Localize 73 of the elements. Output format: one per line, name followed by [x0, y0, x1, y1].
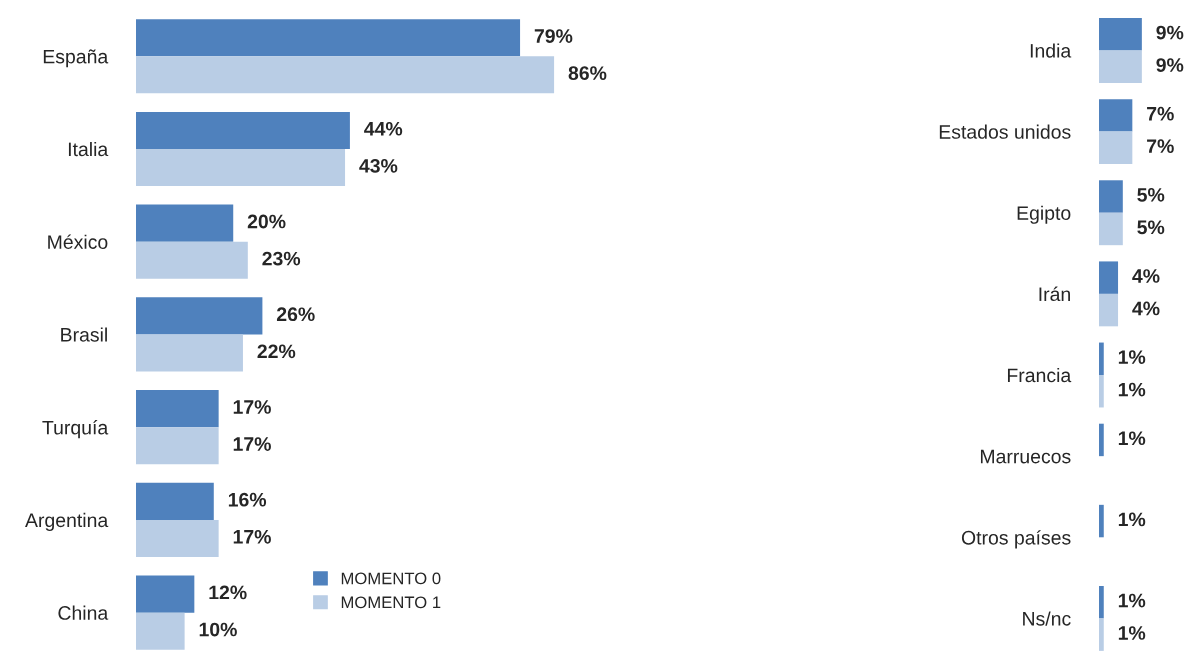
bar: [136, 19, 521, 57]
data-label: 7%: [1147, 139, 1174, 153]
y-tick-label: México: [48, 234, 108, 249]
bar: [1099, 261, 1119, 294]
legend-label: MOMENTO 1: [341, 596, 441, 609]
data-label: 1%: [1118, 626, 1146, 640]
data-label: 17%: [233, 437, 271, 451]
bar: [1099, 18, 1142, 51]
y-tick-label: Brasil: [61, 327, 107, 342]
bar: [1099, 585, 1104, 619]
y-tick-label: China: [58, 605, 109, 620]
data-label: 4%: [1132, 269, 1160, 283]
y-tick-label: India: [1030, 43, 1072, 58]
bar: [136, 204, 234, 242]
bar: [1099, 180, 1123, 213]
data-label: 5%: [1137, 220, 1165, 235]
data-label: 1%: [1118, 512, 1146, 527]
legend-label: MOMENTO 0: [341, 572, 441, 585]
y-tick-label: Italia: [68, 141, 109, 157]
y-tick-label: Otros países: [961, 530, 1071, 549]
bar: [1099, 293, 1119, 327]
data-label: 17%: [233, 400, 271, 414]
bar: [1099, 131, 1133, 165]
bar: [1099, 375, 1104, 408]
bar: [136, 241, 248, 279]
data-label: 20%: [247, 214, 286, 229]
bar: [136, 575, 195, 613]
data-label: 22%: [257, 344, 296, 359]
data-label: 86%: [568, 66, 607, 81]
bar: [136, 334, 243, 372]
data-label: 1%: [1118, 382, 1146, 397]
data-label: 1%: [1118, 431, 1146, 446]
bar: [136, 56, 555, 94]
bar: [136, 519, 219, 557]
y-tick-label: Francia: [1007, 367, 1072, 383]
bar: [136, 297, 263, 335]
y-tick-label: Turquía: [42, 420, 109, 439]
y-tick-label: Marruecos: [980, 449, 1071, 464]
data-label: 26%: [276, 307, 315, 322]
data-label: 43%: [359, 158, 398, 173]
data-label: 4%: [1132, 301, 1160, 316]
y-tick-label: Irán: [1039, 286, 1070, 302]
bar: [136, 482, 214, 520]
y-tick-label: Ns/nc: [1023, 611, 1071, 626]
data-label: 9%: [1156, 58, 1184, 72]
bar: [1099, 504, 1104, 538]
bar: [1099, 618, 1104, 651]
bar: [136, 427, 219, 465]
bar: [136, 148, 346, 187]
y-tick-label: Argentina: [25, 512, 109, 531]
data-label: 9%: [1156, 25, 1184, 40]
data-label: 16%: [228, 492, 267, 507]
y-tick-label: Egipto: [1017, 205, 1071, 224]
data-label: 17%: [233, 529, 271, 544]
bar: [136, 612, 185, 650]
data-label: 23%: [262, 251, 301, 266]
bar: [1099, 212, 1123, 246]
bar: [136, 390, 219, 428]
bar: [1099, 99, 1133, 132]
data-label: 44%: [364, 121, 403, 136]
data-label: 7%: [1147, 106, 1174, 121]
data-label: 1%: [1118, 593, 1146, 608]
data-label: 5%: [1137, 188, 1165, 202]
bar: [1099, 342, 1104, 376]
bar: [1099, 50, 1142, 83]
bar: [136, 111, 350, 149]
y-tick-label: Estados unidos: [939, 124, 1071, 139]
data-label: 79%: [534, 29, 573, 43]
data-label: 1%: [1118, 350, 1146, 364]
data-label: 10%: [199, 622, 237, 637]
y-tick-label: España: [43, 49, 109, 68]
data-label: 12%: [209, 585, 247, 600]
bar: [1099, 423, 1104, 457]
